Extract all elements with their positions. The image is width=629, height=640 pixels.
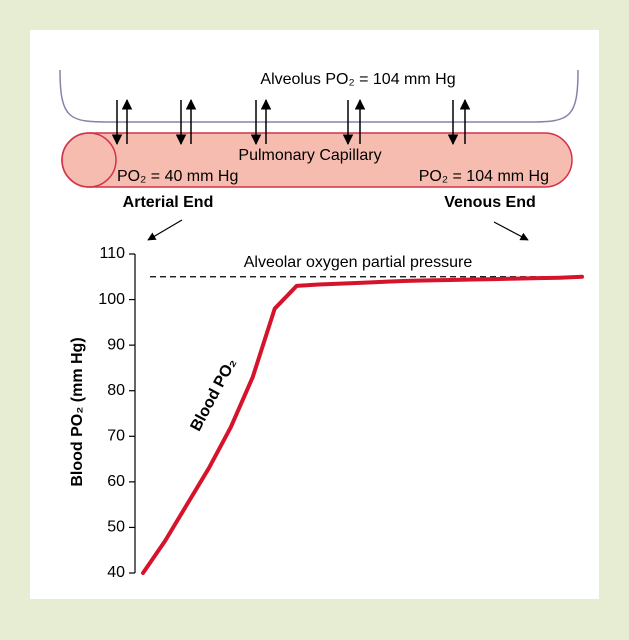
y-tick-label: 80 <box>107 382 125 399</box>
capillary-end <box>61 132 117 188</box>
venous-po2: PO₂ = 104 mm Hg <box>419 168 549 185</box>
y-tick-label: 40 <box>107 564 125 581</box>
y-tick-label: 70 <box>107 428 125 445</box>
y-tick-label: 110 <box>99 245 125 262</box>
panel <box>30 30 599 599</box>
y-tick-label: 100 <box>98 291 125 308</box>
pointer-arrow <box>493 221 529 241</box>
exchange-arrows <box>111 98 471 146</box>
arterial-end: Arterial End <box>123 194 214 211</box>
y-tick-label: 90 <box>107 336 125 353</box>
alveolus-wall <box>59 69 579 123</box>
y-tick-label: 50 <box>107 519 125 536</box>
reference-label: Alveolar oxygen partial pressure <box>244 254 473 271</box>
arterial-po2: PO₂ = 40 mm Hg <box>117 168 238 185</box>
y-axis-label: Blood PO₂ (mm Hg) <box>69 337 86 486</box>
blood-po2-line <box>141 274 584 575</box>
venous-end: Venous End <box>444 194 536 211</box>
y-tick-label: 60 <box>107 473 125 490</box>
alveolus-label: Alveolus PO₂ = 104 mm Hg <box>260 71 455 88</box>
pointer-arrow <box>147 219 183 241</box>
capillary-label: Pulmonary Capillary <box>238 147 381 164</box>
